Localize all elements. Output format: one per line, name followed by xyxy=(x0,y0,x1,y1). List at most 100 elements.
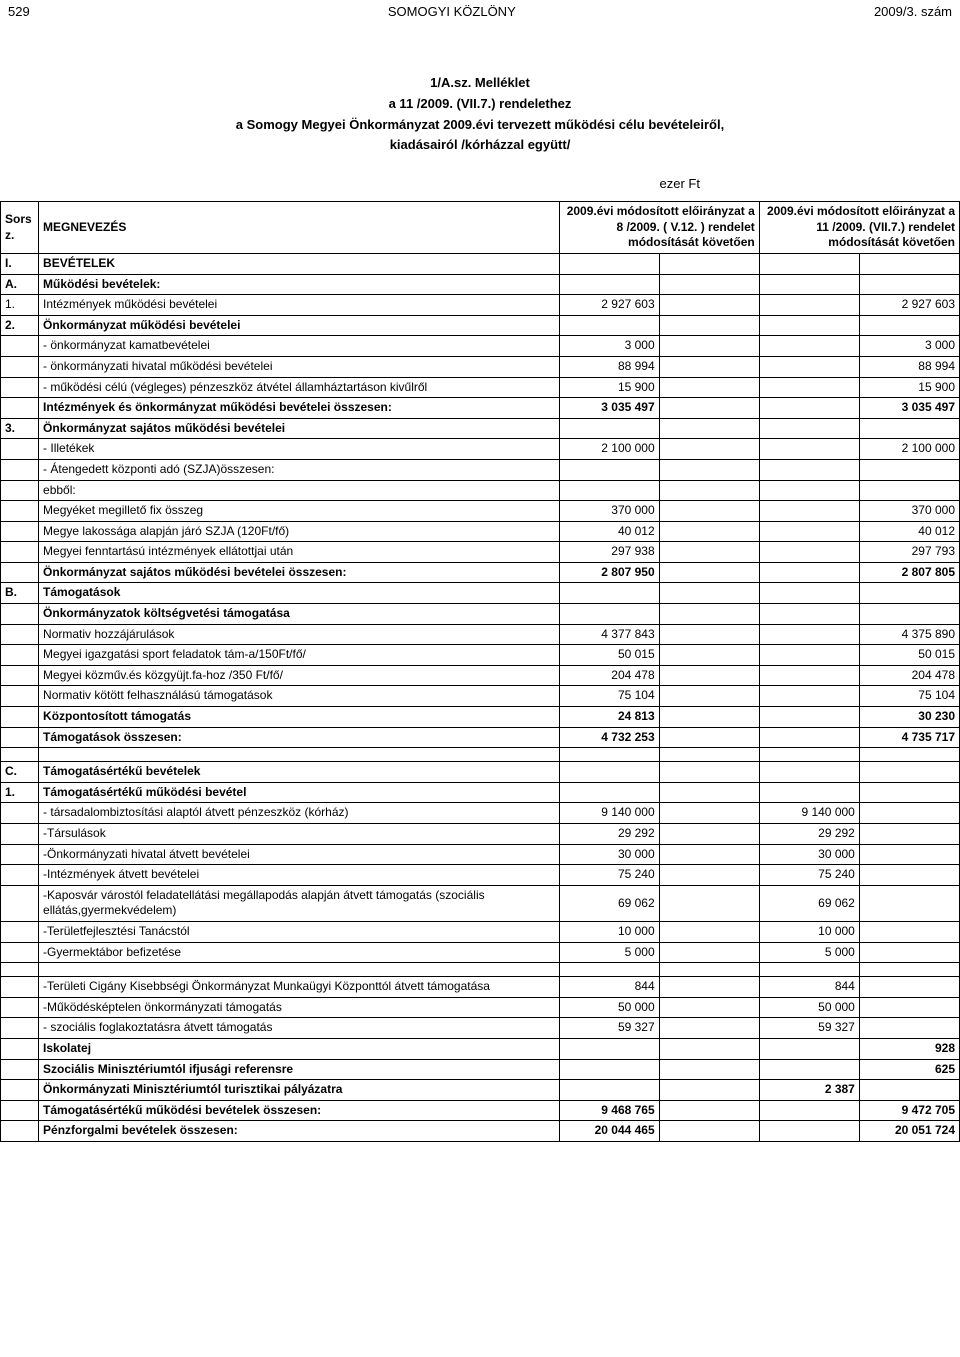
table-row: -Önkormányzati hivatal átvett bevételei3… xyxy=(1,844,960,865)
value-cell-3 xyxy=(759,501,859,522)
value-cell-3 xyxy=(759,521,859,542)
spacer-cell xyxy=(1,963,39,977)
row-number xyxy=(1,824,39,845)
row-label: -Kaposvár várostól feladatellátási megál… xyxy=(39,885,560,921)
value-cell-1: 297 938 xyxy=(559,542,659,563)
table-row: -Gyermektábor befizetése5 0005 000 xyxy=(1,942,960,963)
value-cell-2 xyxy=(659,604,759,625)
value-cell-2 xyxy=(659,824,759,845)
spacer-cell xyxy=(559,963,659,977)
value-cell-1 xyxy=(559,604,659,625)
value-cell-2 xyxy=(659,439,759,460)
row-number xyxy=(1,604,39,625)
value-cell-2 xyxy=(659,865,759,886)
value-cell-4: 625 xyxy=(859,1059,959,1080)
value-cell-3 xyxy=(759,645,859,666)
value-cell-2 xyxy=(659,418,759,439)
spacer-cell xyxy=(39,748,560,762)
value-cell-2 xyxy=(659,253,759,274)
row-label: Normativ hozzájárulások xyxy=(39,624,560,645)
value-cell-4: 30 230 xyxy=(859,707,959,728)
row-label: Önkormányzat sajátos működési bevételei … xyxy=(39,562,560,583)
col-header-1: 2009.évi módosított előirányzat a 8 /200… xyxy=(559,202,759,254)
table-row: Önkormányzatok költségvetési támogatása xyxy=(1,604,960,625)
table-row: Megyei fenntartású intézmények ellátottj… xyxy=(1,542,960,563)
row-label: Megyei fenntartású intézmények ellátottj… xyxy=(39,542,560,563)
value-cell-4 xyxy=(859,921,959,942)
value-cell-2 xyxy=(659,336,759,357)
value-cell-1: 40 012 xyxy=(559,521,659,542)
table-row: Megye lakossága alapján járó SZJA (120Ft… xyxy=(1,521,960,542)
table-row: - önkormányzati hivatal működési bevétel… xyxy=(1,356,960,377)
budget-table: Sors z. MEGNEVEZÉS 2009.évi módosított e… xyxy=(0,201,960,1142)
value-cell-1: 75 104 xyxy=(559,686,659,707)
col-header-sorsz: Sors z. xyxy=(1,202,39,254)
table-row: 1.Intézmények működési bevételei2 927 60… xyxy=(1,295,960,316)
table-row: Pénzforgalmi bevételek összesen:20 044 4… xyxy=(1,1121,960,1142)
value-cell-3 xyxy=(759,583,859,604)
value-cell-1: 4 377 843 xyxy=(559,624,659,645)
row-number xyxy=(1,398,39,419)
value-cell-1: 69 062 xyxy=(559,885,659,921)
value-cell-3: 2 387 xyxy=(759,1080,859,1101)
value-cell-2 xyxy=(659,562,759,583)
spacer-cell xyxy=(39,963,560,977)
value-cell-1: 29 292 xyxy=(559,824,659,845)
value-cell-4: 2 100 000 xyxy=(859,439,959,460)
value-cell-4: 2 807 805 xyxy=(859,562,959,583)
value-cell-2 xyxy=(659,1080,759,1101)
row-label: Szociális Minisztériumtól ifjusági refer… xyxy=(39,1059,560,1080)
value-cell-3 xyxy=(759,356,859,377)
row-label: Támogatásértékű működési bevétel xyxy=(39,782,560,803)
value-cell-1: 30 000 xyxy=(559,844,659,865)
table-row: 2.Önkormányzat működési bevételei xyxy=(1,315,960,336)
value-cell-4: 40 012 xyxy=(859,521,959,542)
row-label: Támogatásértékű bevételek xyxy=(39,762,560,783)
value-cell-4 xyxy=(859,274,959,295)
table-row: -Társulások29 29229 292 xyxy=(1,824,960,845)
value-cell-2 xyxy=(659,274,759,295)
row-label: - önkormányzati hivatal működési bevétel… xyxy=(39,356,560,377)
value-cell-1: 2 807 950 xyxy=(559,562,659,583)
value-cell-1: 50 015 xyxy=(559,645,659,666)
value-cell-3: 844 xyxy=(759,977,859,998)
col-header-2: 2009.évi módosított előirányzat a 11 /20… xyxy=(759,202,959,254)
value-cell-2 xyxy=(659,997,759,1018)
value-cell-1: 15 900 xyxy=(559,377,659,398)
value-cell-1: 10 000 xyxy=(559,921,659,942)
value-cell-3 xyxy=(759,336,859,357)
table-row: Központosított támogatás24 81330 230 xyxy=(1,707,960,728)
row-label: -Területi Cigány Kisebbségi Önkormányzat… xyxy=(39,977,560,998)
row-number xyxy=(1,665,39,686)
value-cell-3 xyxy=(759,1121,859,1142)
value-cell-1 xyxy=(559,1080,659,1101)
value-cell-3 xyxy=(759,377,859,398)
value-cell-4: 4 375 890 xyxy=(859,624,959,645)
table-row: Intézmények és önkormányzat működési bev… xyxy=(1,398,960,419)
title-line-1: 1/A.sz. Melléklet xyxy=(0,73,960,94)
row-number xyxy=(1,921,39,942)
value-cell-3 xyxy=(759,762,859,783)
value-cell-2 xyxy=(659,844,759,865)
table-row: Megyei közműv.és közgyüjt.fa-hoz /350 Ft… xyxy=(1,665,960,686)
table-row: - szociális foglakoztatásra átvett támog… xyxy=(1,1018,960,1039)
table-row: Önkormányzati Minisztériumtól turisztika… xyxy=(1,1080,960,1101)
value-cell-1 xyxy=(559,253,659,274)
value-cell-2 xyxy=(659,1121,759,1142)
value-cell-3 xyxy=(759,1038,859,1059)
value-cell-1: 4 732 253 xyxy=(559,727,659,748)
value-cell-3 xyxy=(759,480,859,501)
row-number: 3. xyxy=(1,418,39,439)
row-number: I. xyxy=(1,253,39,274)
value-cell-4 xyxy=(859,844,959,865)
row-label: - működési célú (végleges) pénzeszköz át… xyxy=(39,377,560,398)
value-cell-1: 24 813 xyxy=(559,707,659,728)
value-cell-2 xyxy=(659,782,759,803)
row-number xyxy=(1,803,39,824)
row-number xyxy=(1,356,39,377)
value-cell-4 xyxy=(859,997,959,1018)
header-title: SOMOGYI KÖZLÖNY xyxy=(30,4,874,19)
value-cell-4 xyxy=(859,782,959,803)
spacer-cell xyxy=(759,963,859,977)
row-label: BEVÉTELEK xyxy=(39,253,560,274)
